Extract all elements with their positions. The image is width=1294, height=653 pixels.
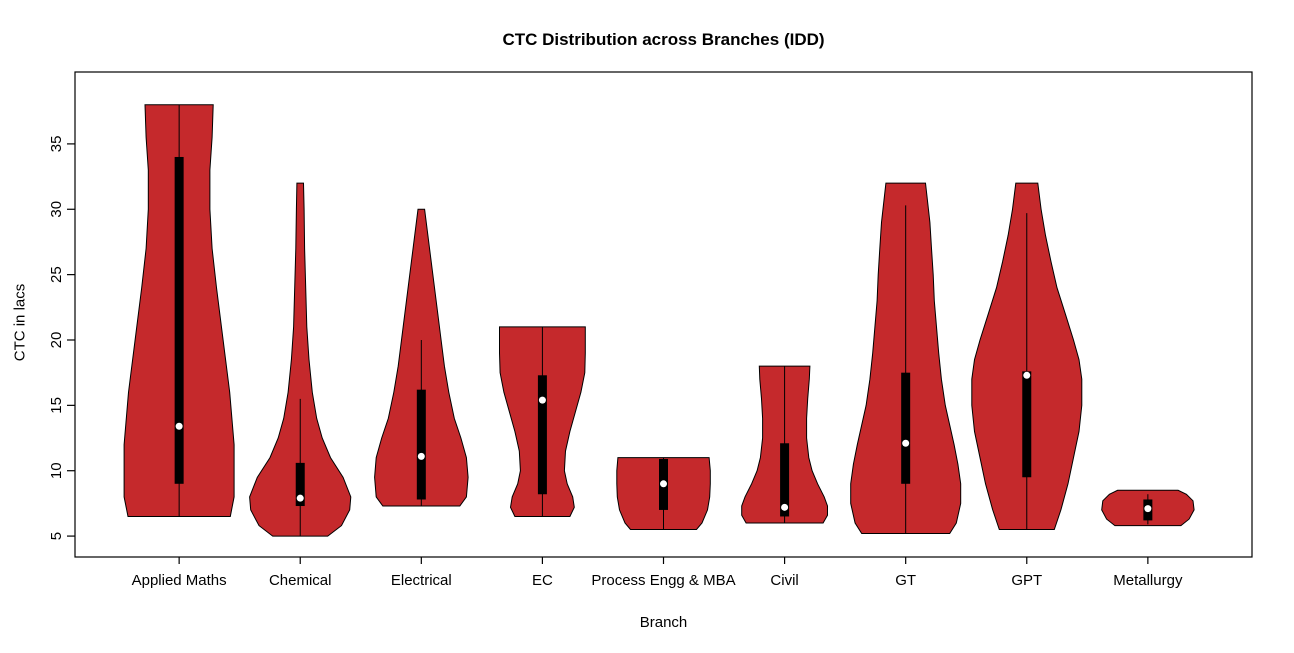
chart-title: CTC Distribution across Branches (IDD) (502, 30, 825, 49)
median-dot-applied-maths (175, 422, 183, 430)
median-dot-gpt (1023, 371, 1031, 379)
median-dot-electrical (417, 452, 425, 460)
iqr-box-civil (780, 443, 790, 517)
x-tick-label-metallurgy: Metallurgy (1113, 572, 1183, 589)
y-tick-label: 25 (48, 266, 65, 283)
y-tick-label: 5 (48, 532, 65, 540)
y-tick-label: 30 (48, 201, 65, 218)
median-dot-chemical (296, 494, 304, 502)
iqr-box-electrical (416, 389, 426, 500)
x-tick-label-applied-maths: Applied Maths (132, 572, 227, 589)
x-axis-label: Branch (639, 614, 688, 631)
median-dot-ec (538, 396, 546, 404)
iqr-box-chemical (295, 462, 305, 507)
y-tick-label: 10 (48, 462, 65, 479)
median-dot-process-engg-mba (660, 480, 667, 488)
x-tick-label-gpt: GPT (1011, 572, 1042, 589)
x-tick-label-ec: EC (532, 572, 553, 589)
y-tick-label: 35 (48, 136, 65, 153)
iqr-box-ec (537, 375, 547, 495)
violin-chemical (249, 182, 352, 537)
x-tick-label-electrical: Electrical (391, 572, 452, 589)
x-tick-label-process-engg-mba: Process Engg & MBA (591, 572, 735, 589)
x-tick-label-civil: Civil (770, 572, 798, 589)
x-tick-label-gt: GT (895, 572, 916, 589)
median-dot-civil (781, 503, 789, 511)
y-tick-label: 15 (48, 397, 65, 414)
iqr-box-gt (901, 372, 911, 484)
x-tick-label-chemical: Chemical (269, 572, 332, 589)
y-tick-label: 20 (48, 332, 65, 349)
iqr-box-gpt (1022, 371, 1032, 478)
median-dot-gt (902, 439, 910, 447)
median-dot-metallurgy (1144, 505, 1152, 513)
iqr-box-applied-maths (174, 156, 184, 484)
